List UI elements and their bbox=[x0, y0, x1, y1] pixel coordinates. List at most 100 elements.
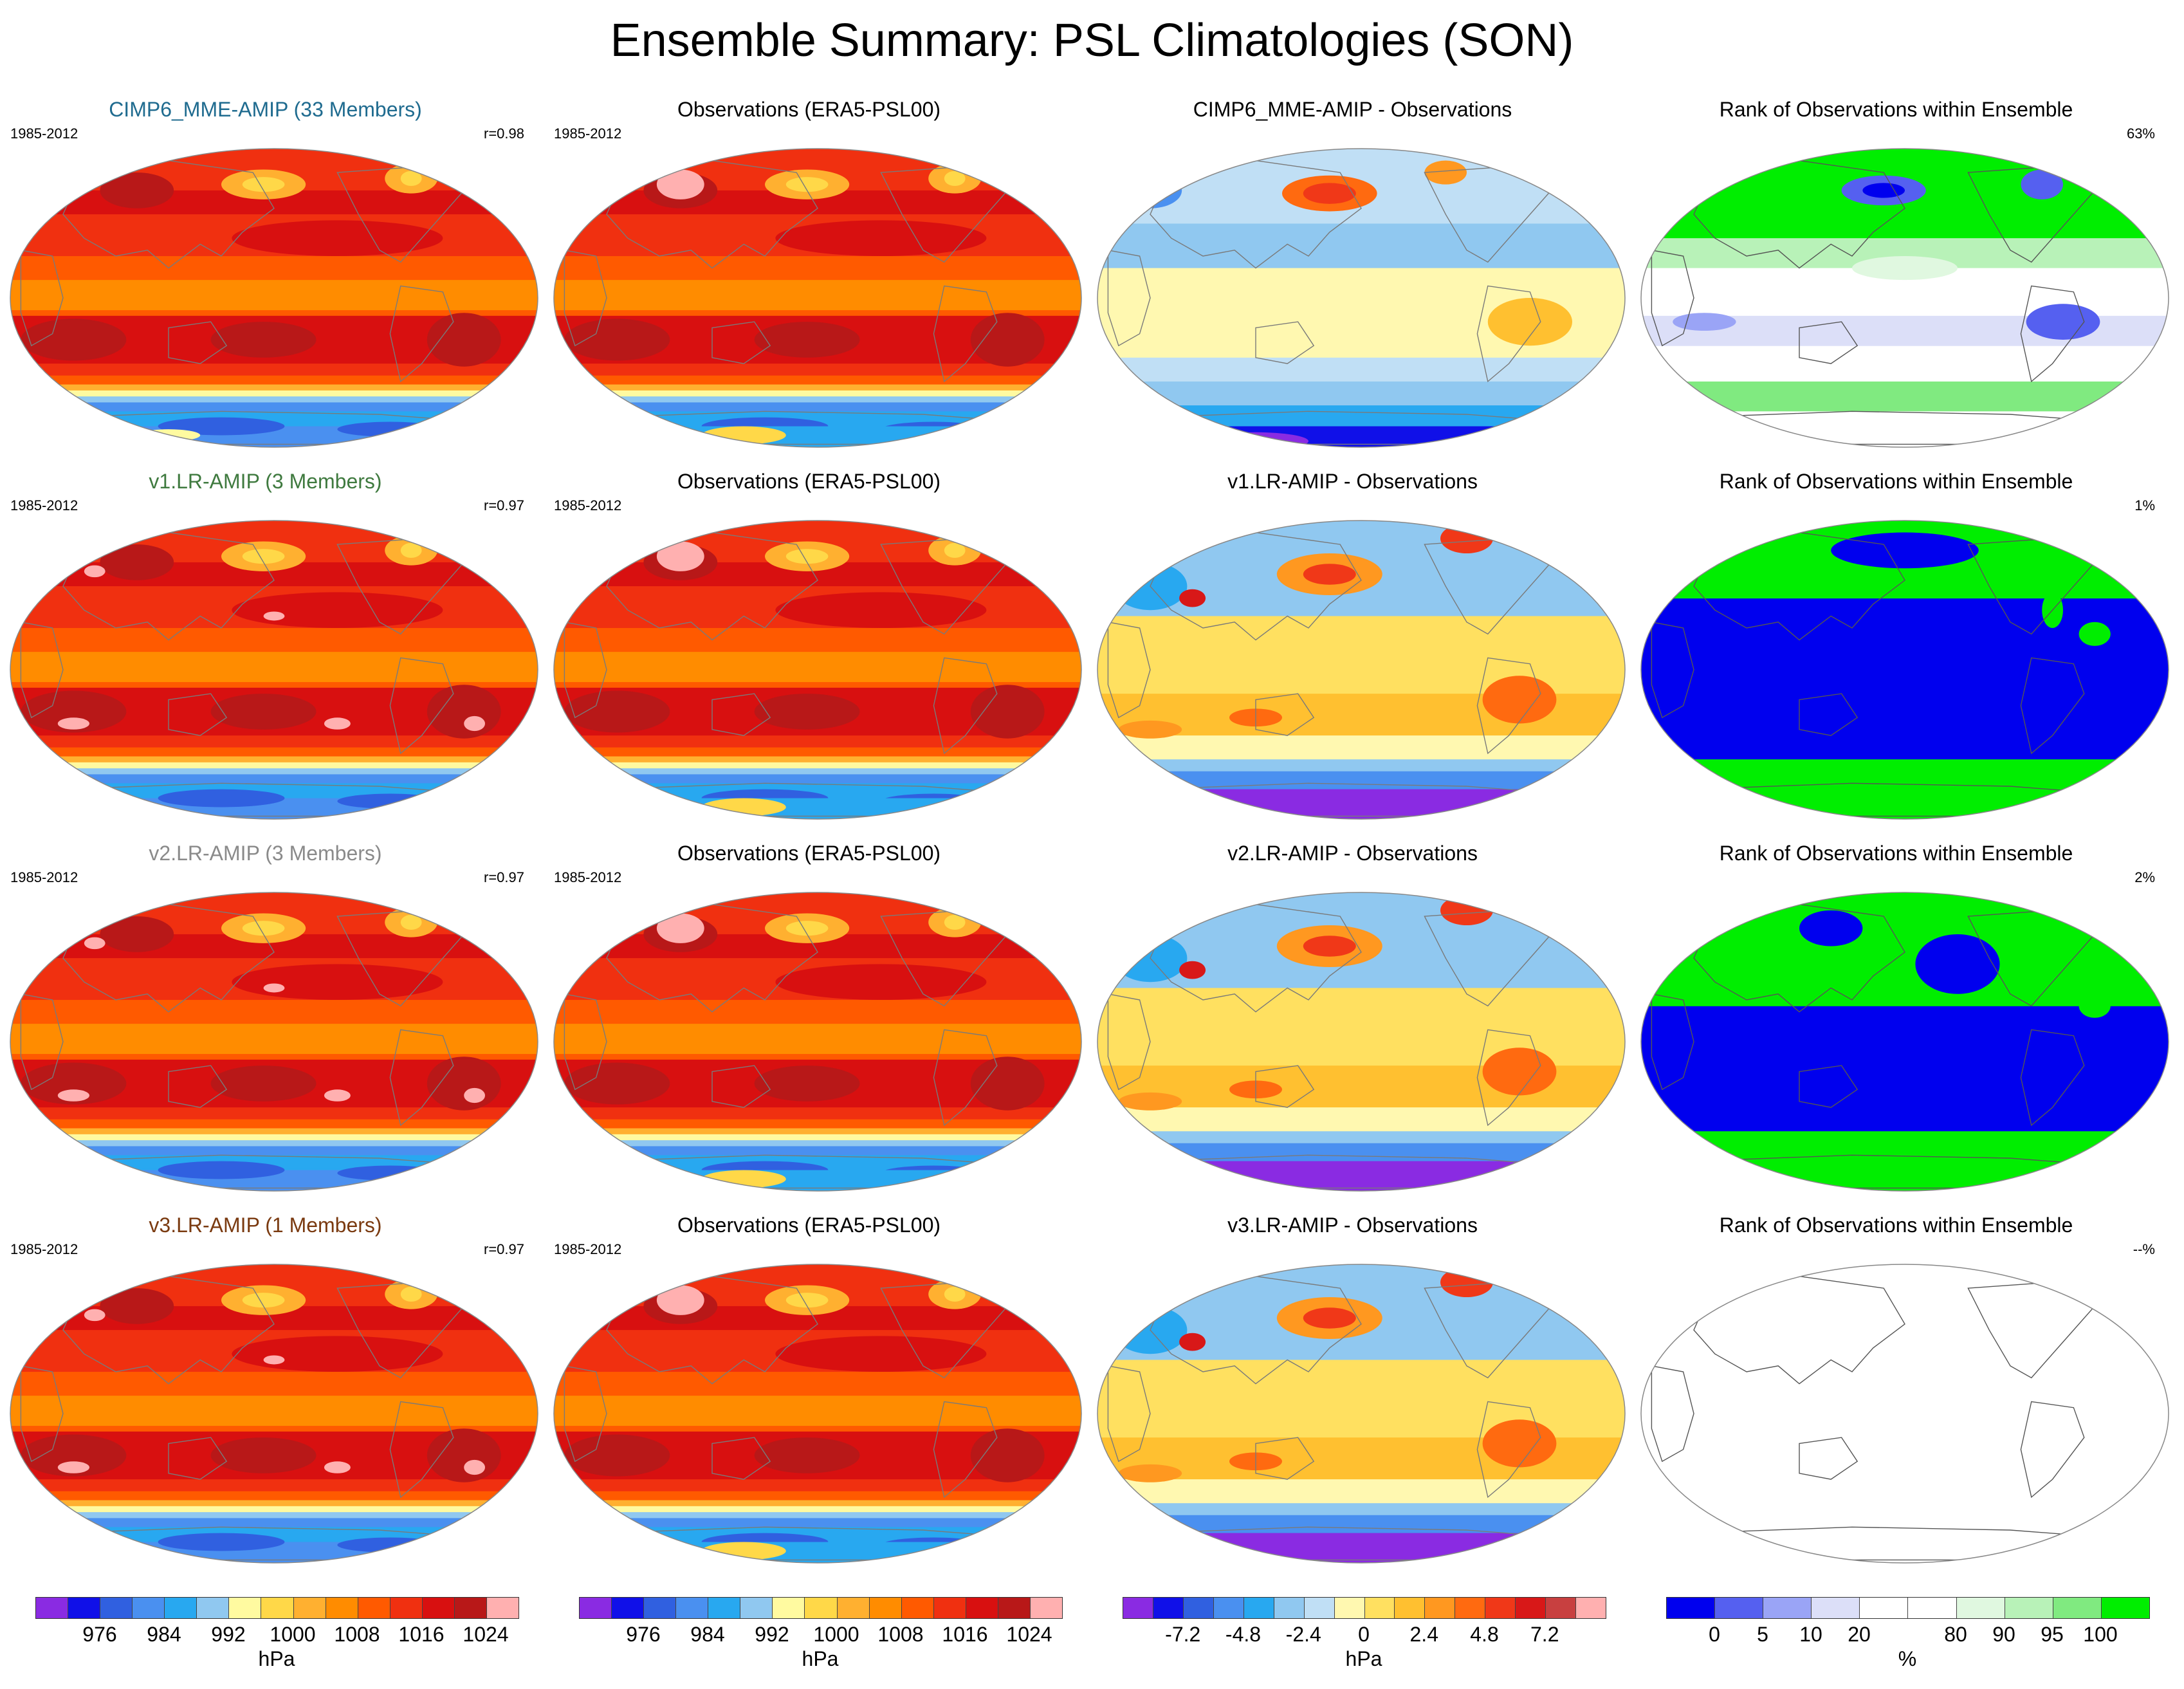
map-fill bbox=[1641, 1264, 2169, 1563]
coastline bbox=[168, 321, 228, 364]
contour-band bbox=[10, 1128, 538, 1135]
pressure-cell bbox=[2078, 622, 2111, 646]
contour-band bbox=[554, 1128, 1081, 1135]
rank-panel: Rank of Observations within Ensemble --% bbox=[1631, 1212, 2169, 1584]
contour-band bbox=[1641, 411, 2169, 447]
coastline bbox=[389, 285, 454, 383]
coastline bbox=[933, 285, 998, 383]
colorbar-tick-label: 1024 bbox=[463, 1623, 509, 1646]
colorbar-swatch bbox=[1364, 1598, 1395, 1618]
pressure-cell bbox=[337, 793, 443, 809]
coastline bbox=[711, 321, 771, 364]
rank-title: Rank of Observations within Ensemble bbox=[1719, 470, 2073, 493]
coastline bbox=[1651, 621, 1694, 719]
map-outline bbox=[1640, 892, 2169, 1192]
row-3: v2.LR-AMIP (3 Members) 1985-2012 r=0.97 … bbox=[0, 840, 2184, 1212]
map-outline bbox=[1097, 1264, 1626, 1564]
colorbar-swatch bbox=[2101, 1598, 2149, 1618]
coastline bbox=[564, 1365, 607, 1463]
diff-panel: v2.LR-AMIP - Observations bbox=[1087, 840, 1626, 1212]
coastline bbox=[1255, 693, 1315, 736]
pressure-cell bbox=[970, 1428, 1045, 1482]
coastline bbox=[389, 657, 454, 755]
pressure-cell bbox=[1179, 589, 1206, 607]
high-pressure-cell bbox=[84, 565, 106, 578]
psl-colorbar-obs: 976 984 992 1000 1008 1016 1024 hPa bbox=[579, 1597, 1068, 1674]
pressure-cell bbox=[944, 542, 966, 558]
colorbar-unit: hPa bbox=[802, 1647, 839, 1670]
pressure-cell bbox=[1482, 1048, 1557, 1096]
contour-band bbox=[1641, 759, 2169, 819]
diff-title: v1.LR-AMIP - Observations bbox=[1227, 470, 1478, 493]
model-map bbox=[10, 148, 538, 448]
colorbar-tick-label: 7.2 bbox=[1530, 1623, 1559, 1646]
colorbar-swatch bbox=[933, 1598, 966, 1618]
colorbar-swatch bbox=[100, 1598, 133, 1618]
high-pressure-cell bbox=[464, 1459, 485, 1475]
map-fill bbox=[1097, 892, 1625, 1191]
rank-percent: 2% bbox=[2134, 869, 2155, 885]
colorbar-tick-label: 95 bbox=[2041, 1623, 2064, 1646]
model-map bbox=[10, 1264, 538, 1564]
pressure-cell bbox=[564, 690, 670, 733]
colorbar-swatch bbox=[805, 1598, 838, 1618]
coastline bbox=[564, 993, 607, 1091]
rank-colorbar: 0 5 10 20 80 90 95 100% bbox=[1666, 1597, 2155, 1674]
contour-band bbox=[1097, 1533, 1625, 1563]
colorbar-tick-label: 0 bbox=[1709, 1623, 1720, 1646]
contour-band bbox=[10, 1518, 538, 1527]
pressure-cell bbox=[970, 1057, 1045, 1111]
correlation-label: r=0.97 bbox=[484, 869, 524, 885]
high-pressure-cell bbox=[263, 1355, 285, 1365]
contour-band bbox=[554, 1107, 1081, 1120]
coastline bbox=[1107, 1365, 1151, 1463]
rank-title: Rank of Observations within Ensemble bbox=[1719, 98, 2073, 121]
diff-panel: v1.LR-AMIP - Observations bbox=[1087, 468, 1626, 840]
pressure-cell bbox=[1303, 936, 1356, 957]
contour-band bbox=[10, 1107, 538, 1120]
coastline bbox=[389, 1029, 454, 1127]
figure-title: Ensemble Summary: PSL Climatologies (SON… bbox=[610, 15, 1574, 66]
contour-band bbox=[554, 652, 1081, 683]
contour-band bbox=[10, 762, 538, 769]
pressure-cell bbox=[158, 417, 285, 436]
contour-band bbox=[554, 756, 1081, 763]
colorbar-tick-label: -4.8 bbox=[1225, 1623, 1262, 1646]
colorbar-swatch bbox=[676, 1598, 709, 1618]
colorbar-tick-label: 0 bbox=[1358, 1623, 1370, 1646]
high-pressure-cell bbox=[57, 717, 89, 730]
colorbar-swatch bbox=[165, 1598, 197, 1618]
contour-band bbox=[1097, 381, 1625, 406]
coastline bbox=[2020, 657, 2085, 755]
coastline bbox=[933, 657, 998, 755]
contour-band bbox=[554, 747, 1081, 757]
contour-band bbox=[1097, 759, 1625, 772]
coastline bbox=[1799, 321, 1858, 364]
coastline bbox=[20, 621, 64, 719]
colorbar-swatch bbox=[1395, 1598, 1426, 1618]
coastline bbox=[2020, 1401, 2085, 1499]
map-outline bbox=[1640, 520, 2169, 820]
pressure-cell bbox=[21, 690, 127, 733]
colorbar-swatch bbox=[1908, 1598, 1957, 1618]
contour-band bbox=[10, 390, 538, 397]
pressure-cell bbox=[100, 172, 174, 208]
model-panel: v3.LR-AMIP (1 Members) 1985-2012 r=0.97 bbox=[0, 1212, 538, 1584]
obs-map bbox=[553, 148, 1082, 448]
colorbar-swatch bbox=[1455, 1598, 1486, 1618]
colorbar-tick-label: 976 bbox=[82, 1623, 117, 1646]
coastline bbox=[1799, 1065, 1858, 1108]
colorbar-swatch bbox=[1243, 1598, 1274, 1618]
coastline bbox=[606, 1275, 818, 1385]
contour-band bbox=[554, 1119, 1081, 1129]
coastline bbox=[1799, 693, 1858, 736]
coastline bbox=[1476, 657, 1541, 755]
contour-band bbox=[10, 756, 538, 763]
map-outline bbox=[10, 148, 538, 448]
model-panel: v2.LR-AMIP (3 Members) 1985-2012 r=0.97 bbox=[0, 840, 538, 1212]
pressure-cell bbox=[1424, 160, 1467, 185]
pressure-cell bbox=[754, 1066, 860, 1102]
diff-map bbox=[1097, 892, 1626, 1192]
coastline bbox=[606, 531, 818, 641]
pressure-cell bbox=[970, 685, 1045, 739]
